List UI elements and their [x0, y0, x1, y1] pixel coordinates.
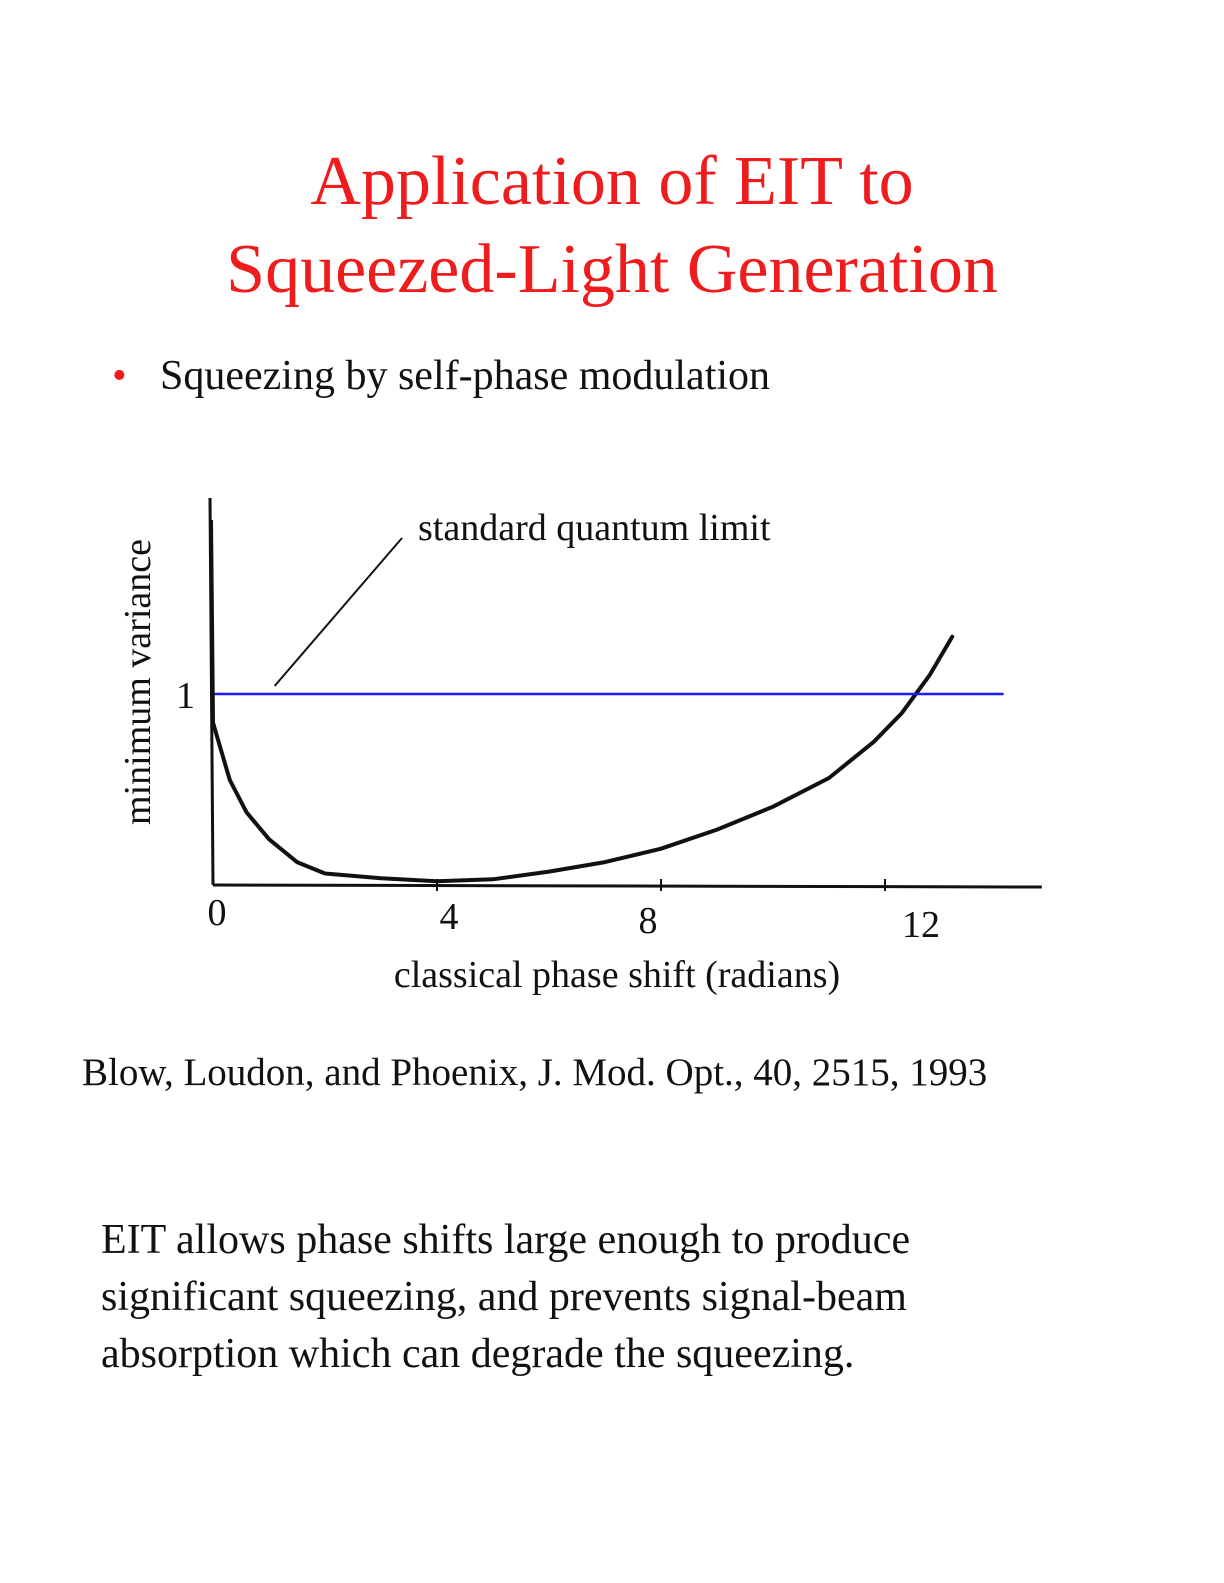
variance-curve-spike	[209, 519, 215, 723]
x-tick-label: 0	[208, 892, 227, 934]
y-axis-title: minimum variance	[117, 539, 159, 825]
annotation-leader-line	[273, 537, 403, 687]
bullet-dot-icon: •	[112, 353, 127, 399]
x-tick-label: 8	[639, 900, 658, 942]
chart-labels: 0 4 8 12 1 classical phase shift (radians) min…	[117, 507, 940, 996]
bullet-text: Squeezing by self-phase modulation	[160, 353, 771, 399]
title-line-1: Application of EIT to	[310, 143, 914, 220]
body-line-3: absorption which can degrade the squeezi…	[101, 1331, 855, 1377]
chart-marks	[209, 519, 1004, 884]
y-tick-label: 1	[176, 675, 195, 717]
title-line-2: Squeezed-Light Generation	[226, 231, 998, 308]
x-tick-label: 4	[440, 896, 459, 938]
body-line-1: EIT allows phase shifts large enough to …	[101, 1217, 911, 1263]
annotation-label: standard quantum limit	[418, 507, 771, 549]
bullet-item: • Squeezing by self-phase modulation	[112, 352, 770, 400]
x-axis-line	[212, 883, 1042, 889]
body-line-2: significant squeezing, and prevents sign…	[101, 1274, 907, 1320]
slide-title: Application of EIT to Squeezed-Light Gen…	[0, 138, 1224, 314]
body-paragraph: EIT allows phase shifts large enough to …	[101, 1212, 910, 1383]
variance-curve	[211, 634, 955, 884]
x-axis-title: classical phase shift (radians)	[394, 954, 840, 996]
citation: Blow, Loudon, and Phoenix, J. Mod. Opt.,…	[82, 1051, 988, 1094]
x-tick-label: 12	[902, 904, 940, 946]
